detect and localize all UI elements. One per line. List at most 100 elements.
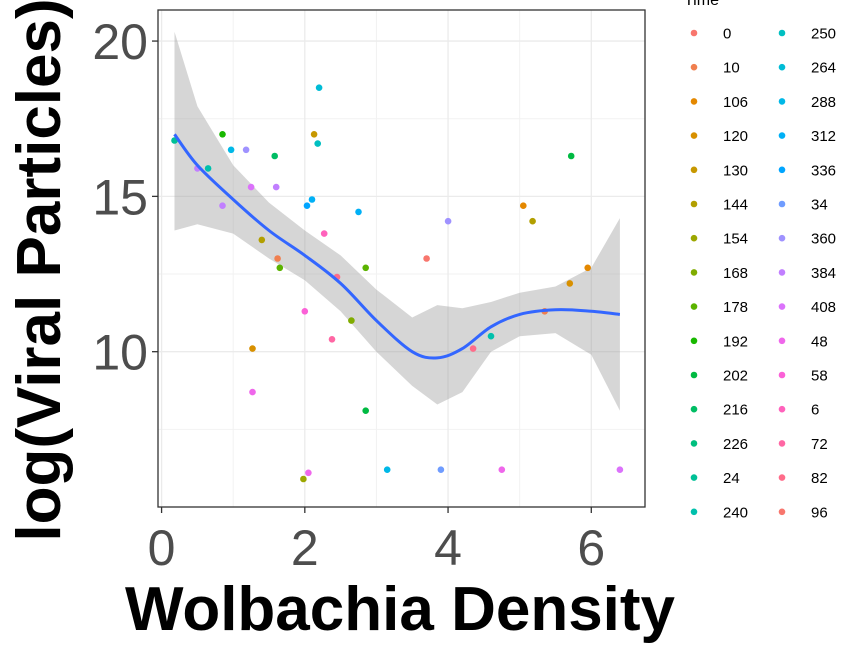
legend-key (690, 98, 698, 105)
panel-border (157, 9, 646, 508)
legend-label: 336 (811, 162, 836, 179)
x-tick-label: 0 (148, 520, 176, 576)
data-point (308, 196, 316, 203)
smooth-trend (173, 133, 621, 360)
legend-label: 58 (811, 368, 828, 385)
legend-key (690, 440, 698, 447)
legend-key (690, 371, 698, 379)
legend-key (778, 200, 786, 208)
legend-label: 144 (723, 197, 748, 214)
legend-key (778, 234, 786, 242)
x-tick-label: 2 (291, 520, 319, 576)
data-point (616, 466, 624, 474)
legend-key (778, 405, 786, 413)
data-point (355, 208, 362, 216)
data-point (249, 388, 256, 396)
legend-label: 202 (723, 368, 748, 385)
data-point (227, 146, 235, 154)
data-point (566, 280, 574, 287)
data-point (258, 236, 266, 244)
data-point (274, 255, 281, 262)
legend-key (778, 98, 786, 105)
legend-label: 96 (811, 504, 828, 521)
legend-label: 106 (723, 94, 748, 111)
legend-label: 240 (723, 504, 748, 521)
legend-label: 6 (811, 402, 819, 419)
data-point (219, 131, 226, 138)
data-point (303, 202, 311, 209)
data-point (272, 183, 280, 191)
y-axis-title: log(Viral Particles) (5, 0, 74, 542)
legend-label: 312 (811, 128, 836, 145)
legend-label: 168 (723, 265, 748, 282)
legend-label: 82 (811, 470, 828, 487)
legend-key (690, 508, 698, 516)
legend-label: 0 (723, 26, 731, 43)
legend-key (690, 474, 698, 481)
data-point (271, 152, 279, 160)
legend-label: 226 (723, 436, 748, 453)
x-tick-label: 4 (434, 520, 462, 576)
legend-label: 264 (811, 60, 836, 77)
legend-key (690, 166, 698, 174)
data-point (362, 407, 370, 415)
legend-key (778, 474, 786, 481)
legend-key (778, 371, 786, 379)
data-point (219, 202, 226, 209)
data-point (529, 217, 536, 225)
legend-key (690, 132, 698, 139)
data-point (300, 475, 307, 483)
legend-label: 48 (811, 333, 828, 350)
data-point (437, 466, 445, 474)
data-point (383, 466, 391, 474)
legend-label: 178 (723, 299, 748, 316)
data-point (249, 345, 256, 352)
y-axis: 10 15 20 (92, 14, 158, 381)
legend-label: 192 (723, 333, 748, 350)
confidence-band (174, 31, 620, 411)
legend-title: Time (684, 0, 719, 9)
data-point (567, 152, 575, 160)
legend-key (778, 166, 786, 174)
legend-label: 10 (723, 60, 740, 77)
data-points (171, 84, 624, 483)
legend-label: 154 (723, 231, 748, 248)
data-point (584, 264, 591, 272)
legend-label: 34 (811, 197, 828, 214)
legend-label: 120 (723, 128, 748, 145)
smooth-line (173, 133, 621, 360)
legend-key (690, 63, 698, 71)
legend-label: 72 (811, 436, 828, 453)
legend-key (778, 440, 786, 447)
legend-key (690, 234, 698, 242)
data-point (242, 146, 250, 154)
legend-key (690, 303, 698, 310)
data-point (314, 140, 322, 147)
x-axis-title: Wolbachia Density (125, 575, 676, 644)
x-tick-label: 6 (577, 520, 605, 576)
y-tick-label: 10 (92, 325, 148, 381)
data-point (305, 469, 312, 477)
data-point (301, 308, 309, 315)
legend-label: 384 (811, 265, 836, 282)
legend-label: 250 (811, 26, 836, 43)
data-point (276, 264, 284, 272)
legend-label: 130 (723, 162, 748, 179)
x-axis: 0 2 4 6 (148, 507, 605, 576)
legend-key (778, 132, 786, 139)
data-point (204, 165, 212, 172)
legend-key (690, 200, 698, 208)
data-point (487, 332, 495, 340)
legend-key (778, 63, 786, 71)
y-tick-label: 20 (92, 14, 148, 70)
data-point (320, 230, 328, 237)
legend-key (778, 29, 786, 37)
data-point (498, 466, 506, 474)
data-point (362, 264, 370, 272)
data-point (247, 183, 255, 191)
legend-key (778, 337, 786, 345)
data-point (348, 317, 355, 324)
legend: 0 10 106 120 130 144 154 168 178 192 202 216 226 24 24… (690, 26, 836, 521)
